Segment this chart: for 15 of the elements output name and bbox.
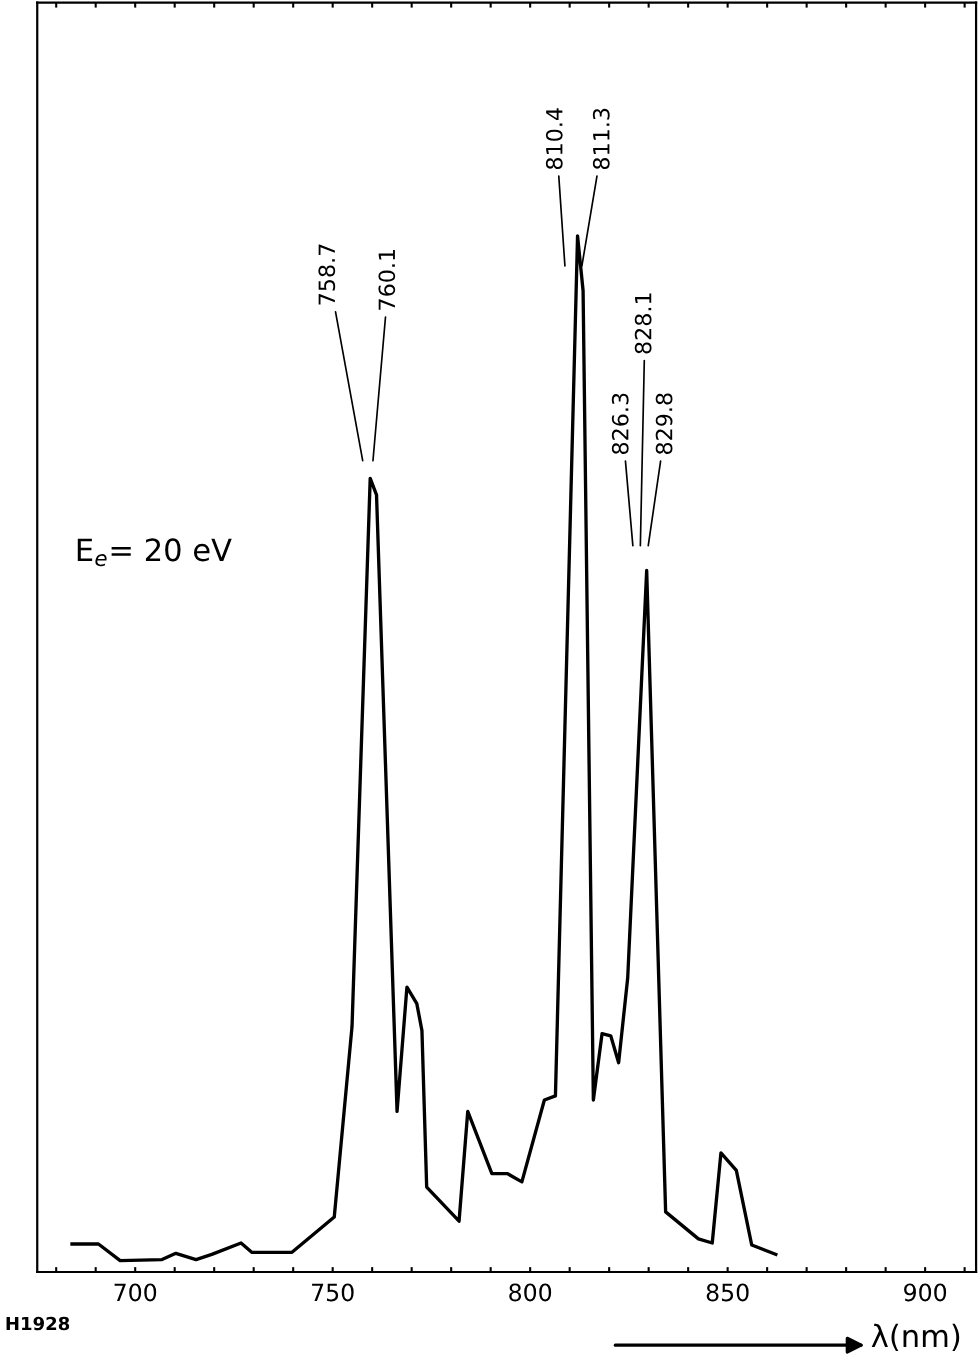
x-tick-label: 750 <box>312 1283 354 1302</box>
x-tick-label: 800 <box>509 1283 552 1302</box>
annotation: 828.1 <box>634 293 652 354</box>
text: 810.4 <box>545 108 563 170</box>
annotation: E$_{e}$= 20 eV <box>77 538 232 567</box>
annotation: 829.8 <box>655 393 673 455</box>
x-tick-label: 900 <box>904 1283 947 1302</box>
x-tick-label: 850 <box>706 1283 749 1302</box>
x-axis-title: λ(nm) <box>871 1323 960 1351</box>
annotation: 758.7 <box>318 244 336 305</box>
x-tick-label: 700 <box>114 1283 157 1302</box>
text: 811.3 <box>592 108 610 170</box>
annotation: 826.3 <box>611 393 629 455</box>
text: H1928 <box>6 1316 70 1331</box>
annotation: 760.1 <box>378 249 396 310</box>
